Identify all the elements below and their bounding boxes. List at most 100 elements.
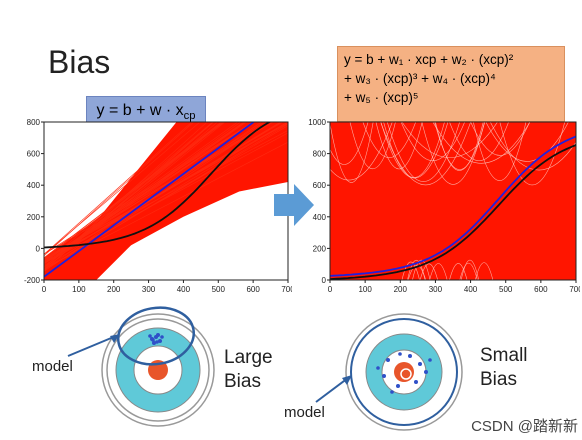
red-fit-curve: [470, 122, 530, 156]
x-tick-label: 0: [42, 285, 47, 294]
red-fit-curve: [475, 262, 494, 280]
x-tick-label: 500: [212, 285, 226, 294]
red-fit-curve: [386, 122, 460, 182]
average-fit-line: [330, 135, 576, 277]
red-fit-line: [44, 122, 214, 265]
red-fit-curve: [400, 122, 465, 161]
red-fit-line: [44, 125, 288, 270]
x-tick-label: 600: [534, 285, 548, 294]
poly-equation-box: y = b + w₁ · xcp + w₂ · (xcp)² + w₃ · (x…: [337, 46, 565, 122]
y-tick-label: 200: [27, 213, 41, 222]
x-tick-label: 100: [72, 285, 86, 294]
red-fit-line: [44, 122, 201, 255]
red-fit-line: [44, 122, 214, 268]
red-fit-line: [44, 122, 193, 255]
red-fit-curve: [421, 122, 485, 185]
red-fit-curve: [429, 263, 448, 280]
large-bias-label-line2: Bias: [224, 371, 261, 392]
linear-equation: y = b + w · x: [96, 102, 184, 119]
large-bias-label-line1: Large: [224, 347, 273, 368]
y-tick-label: 400: [27, 181, 41, 190]
red-fit-line: [44, 122, 288, 259]
y-tick-label: 400: [313, 213, 327, 222]
y-tick-label: 200: [313, 244, 327, 253]
y-tick-label: -200: [24, 276, 41, 285]
x-tick-label: 300: [429, 285, 443, 294]
red-fit-curve: [330, 122, 393, 181]
large-bias-target: [101, 306, 215, 427]
large-bias-label: Large Bias: [224, 346, 273, 394]
red-fit-curve: [485, 122, 569, 162]
red-fit-line: [44, 122, 245, 262]
red-fit-curve: [460, 259, 480, 280]
red-fit-curve: [401, 261, 420, 280]
right-arrow-icon: [274, 184, 314, 226]
average-fit-line: [44, 122, 256, 278]
red-fit-line: [44, 132, 288, 264]
small-bias-target: [345, 313, 463, 431]
x-tick-label: 700: [281, 285, 292, 294]
small-bias-label-line2: Bias: [480, 369, 517, 390]
true-function-line: [330, 144, 576, 280]
x-tick-label: 400: [177, 285, 191, 294]
linear-equation-sub: cp: [183, 110, 196, 123]
red-fit-curve: [362, 122, 416, 158]
red-fit-curve: [401, 122, 498, 158]
red-fit-line: [44, 122, 195, 257]
red-fit-curve: [412, 259, 431, 280]
red-fit-curve: [449, 263, 468, 280]
red-fit-curve: [449, 122, 509, 162]
x-tick-label: 200: [394, 285, 408, 294]
poly-equation-line3: + w₅ · (xcp)⁵: [344, 90, 419, 105]
red-fit-region: [330, 122, 576, 280]
model-arrow-right: [315, 375, 352, 403]
x-tick-label: 300: [142, 285, 156, 294]
slide-title: Bias: [48, 44, 111, 80]
y-tick-label: 600: [313, 181, 327, 190]
x-tick-label: 200: [107, 285, 121, 294]
x-tick-label: 600: [246, 285, 260, 294]
x-tick-label: 700: [569, 285, 580, 294]
x-tick-label: 500: [499, 285, 513, 294]
x-tick-label: 400: [464, 285, 478, 294]
y-tick-label: 0: [36, 244, 41, 253]
red-fit-curve: [380, 122, 471, 185]
red-fit-curve: [434, 122, 486, 170]
red-fit-curve: [330, 122, 369, 165]
red-fit-curve: [473, 122, 527, 181]
red-fit-line: [44, 130, 288, 260]
model-label-left: model: [32, 358, 73, 375]
poly-equation-line1: y = b + w₁ · xcp + w₂ · (xcp)²: [344, 52, 514, 67]
x-tick-label: 100: [358, 285, 372, 294]
y-tick-label: 0: [322, 276, 327, 285]
model-label-right: model: [284, 404, 325, 421]
true-function-line: [44, 122, 272, 249]
x-tick-label: 0: [328, 285, 333, 294]
red-fit-line: [44, 122, 288, 268]
red-fit-curve: [349, 122, 396, 170]
red-fit-curve: [419, 263, 438, 280]
red-fit-curve: [330, 122, 374, 183]
poly-equation-line2: + w₃ · (xcp)³ + w₄ · (xcp)⁴: [344, 71, 496, 86]
red-fit-line: [44, 122, 224, 268]
small-bias-label: Small Bias: [480, 344, 528, 392]
right-plot: 0 100 200 300 400 500 600 700 0 200 400 600 800 1000: [308, 118, 580, 294]
red-fit-curve: [435, 122, 484, 171]
red-fit-curve: [432, 122, 531, 164]
red-fit-curve: [375, 122, 423, 170]
red-fit-line: [44, 122, 224, 259]
small-bias-label-line1: Small: [480, 345, 528, 366]
red-fit-curve: [490, 122, 576, 171]
red-fit-line: [44, 122, 222, 258]
linear-equation-box: y = b + w · xcp: [86, 96, 206, 126]
model-arrow-left: [67, 334, 120, 357]
y-tick-label: 1000: [308, 118, 326, 127]
red-fit-curve: [499, 122, 566, 186]
red-fit-curve: [459, 262, 478, 280]
y-tick-label: 800: [313, 150, 327, 159]
watermark: CSDN @踏新新: [471, 418, 578, 435]
y-tick-label: 600: [27, 150, 41, 159]
plot-border: [329, 121, 577, 281]
